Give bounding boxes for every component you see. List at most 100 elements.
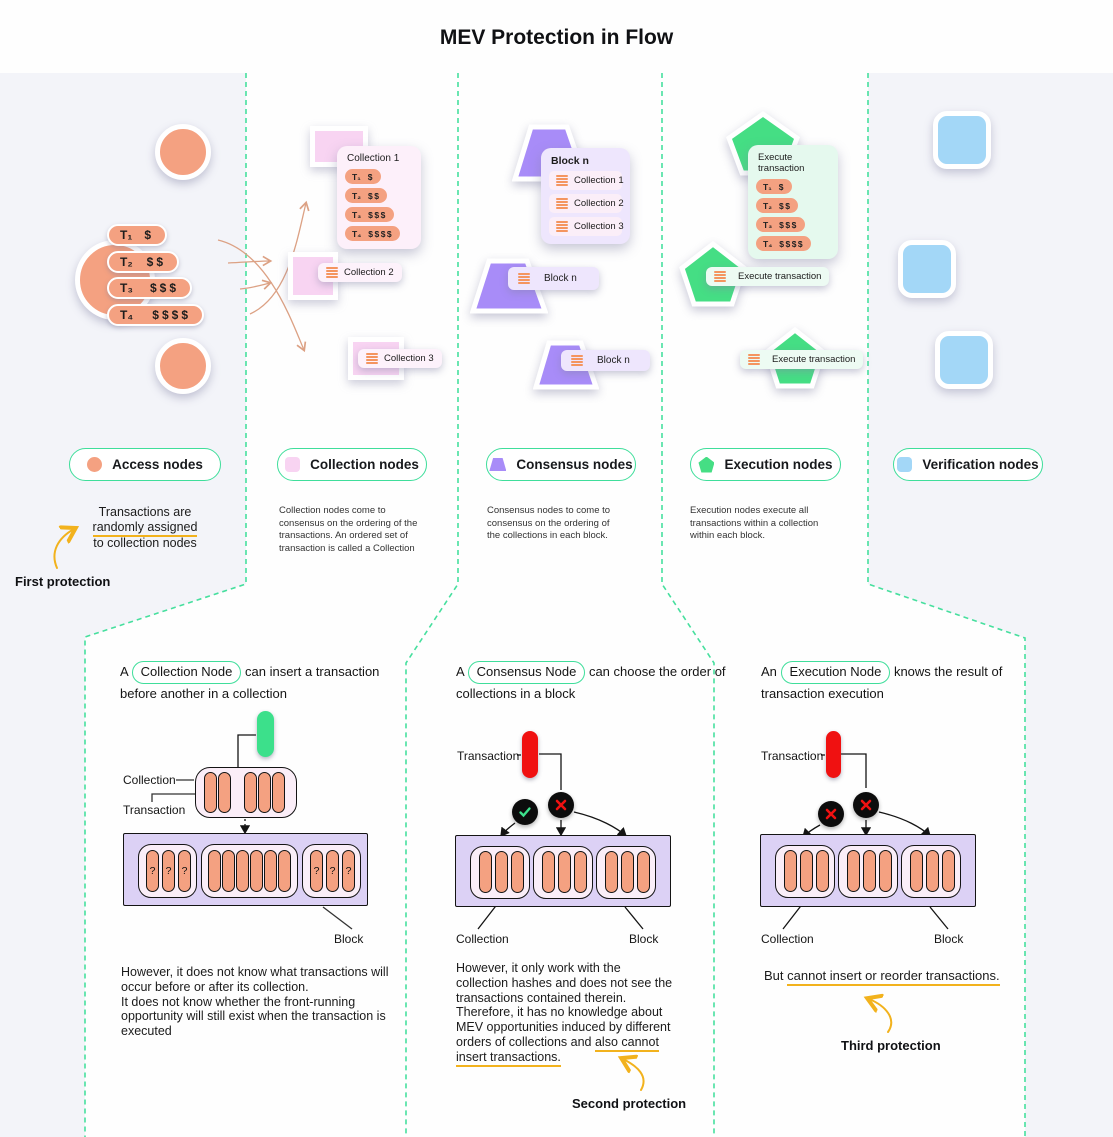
cannot-insert-underline: also cannot insert transactions. [456,1034,659,1067]
list-icon [366,353,378,364]
transaction-capsule [847,850,860,892]
block-label-line-p1 [322,906,353,930]
consensus-node-pill: Consensus Node [467,661,586,684]
transaction-capsule [800,850,813,892]
transaction-capsule [272,772,285,813]
block-box [760,834,976,907]
x-icon [825,808,837,820]
transaction-capsule [204,772,217,813]
page-title: MEV Protection in Flow [439,26,674,49]
tx-amount: $$$$ [152,308,191,322]
collection-card-title: Collection 1 [347,153,400,164]
allowed-badge [512,799,538,825]
transaction-label: Transaction [761,749,824,763]
x-icon [555,799,567,811]
tx-id: T₁ [120,228,133,242]
block-row: Collection 3 [549,217,624,236]
elbow-p3 [841,753,867,788]
collection-node-icon [285,457,301,472]
panel1-body: However, it does not know what transacti… [121,965,389,1038]
collection-node-pill: Collection Node [131,661,242,684]
execute-transaction-card: Execute transaction T₁ $ T₂ $$ T₃ $$$ T₄ $$$… [748,145,838,259]
collection-2-label: Collection 2 [318,263,402,282]
tx-id: T₃ [120,281,133,295]
execute-transaction-label: Execute transaction [740,350,864,369]
x-icon [860,799,872,811]
third-protection-annotation: Third protection [841,1038,941,1053]
panel3-heading: An Execution Node knows the result of tr… [761,661,1033,703]
transaction-capsule [942,850,955,892]
execute-transaction-label: Execute transaction [706,267,830,286]
block-label: Block [934,932,964,946]
transaction-capsule [258,772,271,813]
collection-in-block [470,846,530,899]
unknown-transaction-capsule: ? [342,850,355,892]
first-protection-annotation: First protection [15,574,111,589]
block-title: Block n [551,155,589,167]
execute-card-title: Execute transaction [758,152,805,174]
execution-node-pill: Execution Node [780,661,891,684]
tx-row: T₄ $$$$ [345,226,401,241]
collection-3-label: Collection 3 [358,349,442,368]
legend-execution-nodes: Execution nodes [690,448,841,481]
unknown-transaction-capsule: ? [146,850,159,892]
randomly-assigned-underline: randomly assigned [92,520,198,538]
denied-badge [548,792,574,818]
legend-access-nodes: Access nodes [69,448,221,481]
target-transaction-capsule [250,850,263,892]
transaction-capsule [479,851,492,893]
transaction-capsule [264,850,277,892]
denied-badge [853,792,879,818]
block-box [455,835,671,907]
block-label-line-p3 [929,906,949,930]
list-icon [748,354,760,365]
transaction-capsule [511,851,524,893]
legend-verification-nodes: Verification nodes [893,448,1043,481]
transaction-capsule [278,850,291,892]
second-protection-annotation: Second protection [572,1096,687,1111]
collection-1-card: Collection 1 T₁ $ T₂ $$ T₃ $$$ T₄ $$$$ [337,146,421,249]
tx-row: T₄ $$$$ [756,236,812,251]
tx-amount: $ [144,228,154,242]
list-icon [714,271,726,282]
block-n-card: Block n Collection 1 Collection 2 Collec… [541,148,630,244]
transaction-capsule [816,850,829,892]
transaction-pill-t2: T₂ $$ [107,251,179,273]
tx-row: T₃ $$$ [756,217,805,232]
transaction-pill-t4: T₄ $$$$ [107,304,204,326]
elbow-p2 [539,753,562,790]
panel1-heading: A Collection Node can insert a transacti… [120,661,410,703]
list-icon [556,175,568,186]
transaction-capsule [621,851,634,893]
transaction-capsule [910,850,923,892]
block-row: Collection 1 [549,171,624,190]
collection-label: Collection [761,932,814,946]
legend-consensus-nodes: Consensus nodes [486,448,636,481]
transaction-capsule [784,850,797,892]
target-transaction-capsule [244,772,257,813]
collection-in-block [775,845,835,898]
verification-node-square [898,240,956,298]
collection-label: Collection [123,773,176,787]
third-protection-arrow [869,999,893,1033]
collection-in-block: ? ? ? [138,844,197,898]
collection-in-block [901,845,961,898]
collection-in-block [838,845,898,898]
transaction-capsule [637,851,650,893]
transaction-capsule-large [826,731,841,778]
transaction-capsule [218,772,231,813]
block-label: Block [334,932,364,946]
tx-amount: $$ [146,255,166,269]
access-node-circle [155,124,211,180]
execution-node-icon [698,456,715,473]
collection-in-block [596,846,656,899]
list-icon [518,273,530,284]
collection-in-block [201,844,298,898]
block-row: Collection 2 [549,194,624,213]
transaction-capsule [863,850,876,892]
block-n-label: Block n [508,267,599,290]
tx-row: T₂ $$ [345,188,388,203]
consensus-node-icon [489,458,507,471]
access-description: Transactions are randomly assigned to co… [92,505,198,550]
